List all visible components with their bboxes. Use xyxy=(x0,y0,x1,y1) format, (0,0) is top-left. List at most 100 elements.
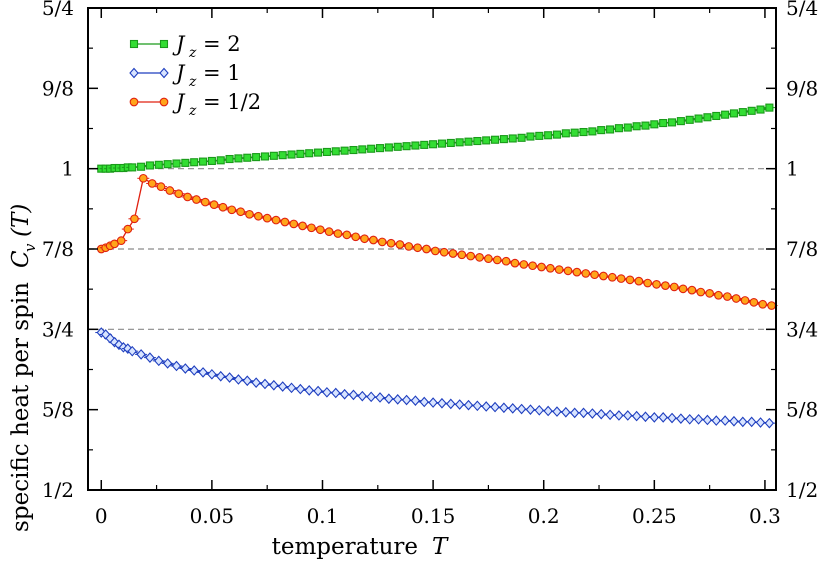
data-point xyxy=(360,234,369,244)
y-axis-subscript: v xyxy=(21,243,39,252)
data-point xyxy=(738,108,747,117)
data-point xyxy=(729,415,739,427)
data-point xyxy=(543,405,553,417)
x-tick-label: 0.3 xyxy=(749,504,781,528)
y-tick-label-right: 1/2 xyxy=(786,478,818,502)
data-point xyxy=(561,406,571,418)
data-point xyxy=(696,287,706,297)
data-point xyxy=(410,395,421,406)
data-point xyxy=(242,375,253,387)
data-point xyxy=(482,136,491,145)
legend-marker xyxy=(159,39,169,49)
y-tick-label: 7/8 xyxy=(42,237,74,261)
data-point xyxy=(473,136,482,146)
data-point xyxy=(439,247,449,257)
data-point xyxy=(339,388,350,400)
data-point xyxy=(227,205,237,215)
data-point xyxy=(225,154,234,164)
data-point xyxy=(233,374,244,385)
data-point xyxy=(402,142,411,151)
y-axis-title: specific heat per spin C v (T) xyxy=(8,204,39,532)
data-point xyxy=(464,137,473,146)
data-point xyxy=(712,111,721,121)
data-point xyxy=(634,276,644,286)
y-tick-label: 5/8 xyxy=(42,398,74,422)
data-point xyxy=(236,207,245,217)
legend-marker xyxy=(159,97,169,107)
data-point xyxy=(563,266,573,276)
data-point xyxy=(606,125,615,134)
data-point xyxy=(348,389,359,401)
data-point xyxy=(570,128,579,137)
data-point xyxy=(304,385,314,396)
data-point xyxy=(277,381,288,392)
data-point xyxy=(702,414,713,426)
data-point xyxy=(554,265,564,274)
data-point xyxy=(207,156,216,166)
data-point xyxy=(305,149,314,158)
data-point xyxy=(322,147,331,157)
data-point xyxy=(280,217,290,227)
data-point xyxy=(393,142,402,151)
data-point xyxy=(457,250,467,260)
data-point xyxy=(738,416,748,428)
data-point xyxy=(490,135,500,144)
data-point xyxy=(599,271,608,281)
data-point xyxy=(756,105,765,114)
data-point xyxy=(764,417,775,429)
data-point xyxy=(578,407,589,419)
series-1 xyxy=(95,327,776,429)
data-point xyxy=(561,129,570,138)
data-point xyxy=(377,237,387,247)
data-point xyxy=(384,143,393,152)
data-point xyxy=(544,131,553,140)
data-point xyxy=(510,258,520,268)
data-point xyxy=(189,365,199,376)
data-point xyxy=(516,403,527,415)
data-point xyxy=(749,297,759,307)
data-point xyxy=(711,415,722,426)
data-point xyxy=(590,270,599,280)
data-point xyxy=(446,138,455,148)
data-point xyxy=(588,127,597,136)
data-point xyxy=(331,387,341,399)
data-point xyxy=(357,390,368,402)
data-point xyxy=(145,161,154,170)
data-point xyxy=(172,159,181,168)
data-point xyxy=(216,156,225,165)
data-point xyxy=(116,236,126,245)
data-point xyxy=(154,160,163,169)
data-point xyxy=(401,394,412,406)
data-point xyxy=(722,292,732,301)
y-tick-label-right: 1 xyxy=(786,157,799,181)
data-point xyxy=(767,301,776,310)
data-point xyxy=(286,382,297,394)
data-point xyxy=(632,122,641,131)
data-point xyxy=(614,410,624,421)
data-point xyxy=(392,394,403,405)
data-point xyxy=(729,109,739,118)
data-point xyxy=(596,408,606,420)
data-point xyxy=(535,131,544,140)
data-point xyxy=(678,284,688,294)
data-point xyxy=(200,197,210,207)
legend-symbol: J xyxy=(172,61,186,85)
data-point xyxy=(605,409,615,421)
data-point xyxy=(174,189,184,199)
data-point xyxy=(384,393,394,405)
x-axis-symbol: T xyxy=(432,534,449,560)
data-point xyxy=(340,146,349,155)
data-point xyxy=(472,400,483,412)
data-point xyxy=(534,404,545,416)
data-point xyxy=(740,296,750,305)
y-axis-argument: (T) xyxy=(8,204,34,237)
data-point xyxy=(234,154,243,163)
data-point xyxy=(625,275,635,285)
y-tick-label: 3/4 xyxy=(42,317,74,341)
y-tick-label: 1/2 xyxy=(42,478,74,502)
data-point xyxy=(519,260,529,269)
legend-symbol: J xyxy=(172,90,186,114)
data-point xyxy=(652,279,661,289)
data-point xyxy=(508,134,517,143)
